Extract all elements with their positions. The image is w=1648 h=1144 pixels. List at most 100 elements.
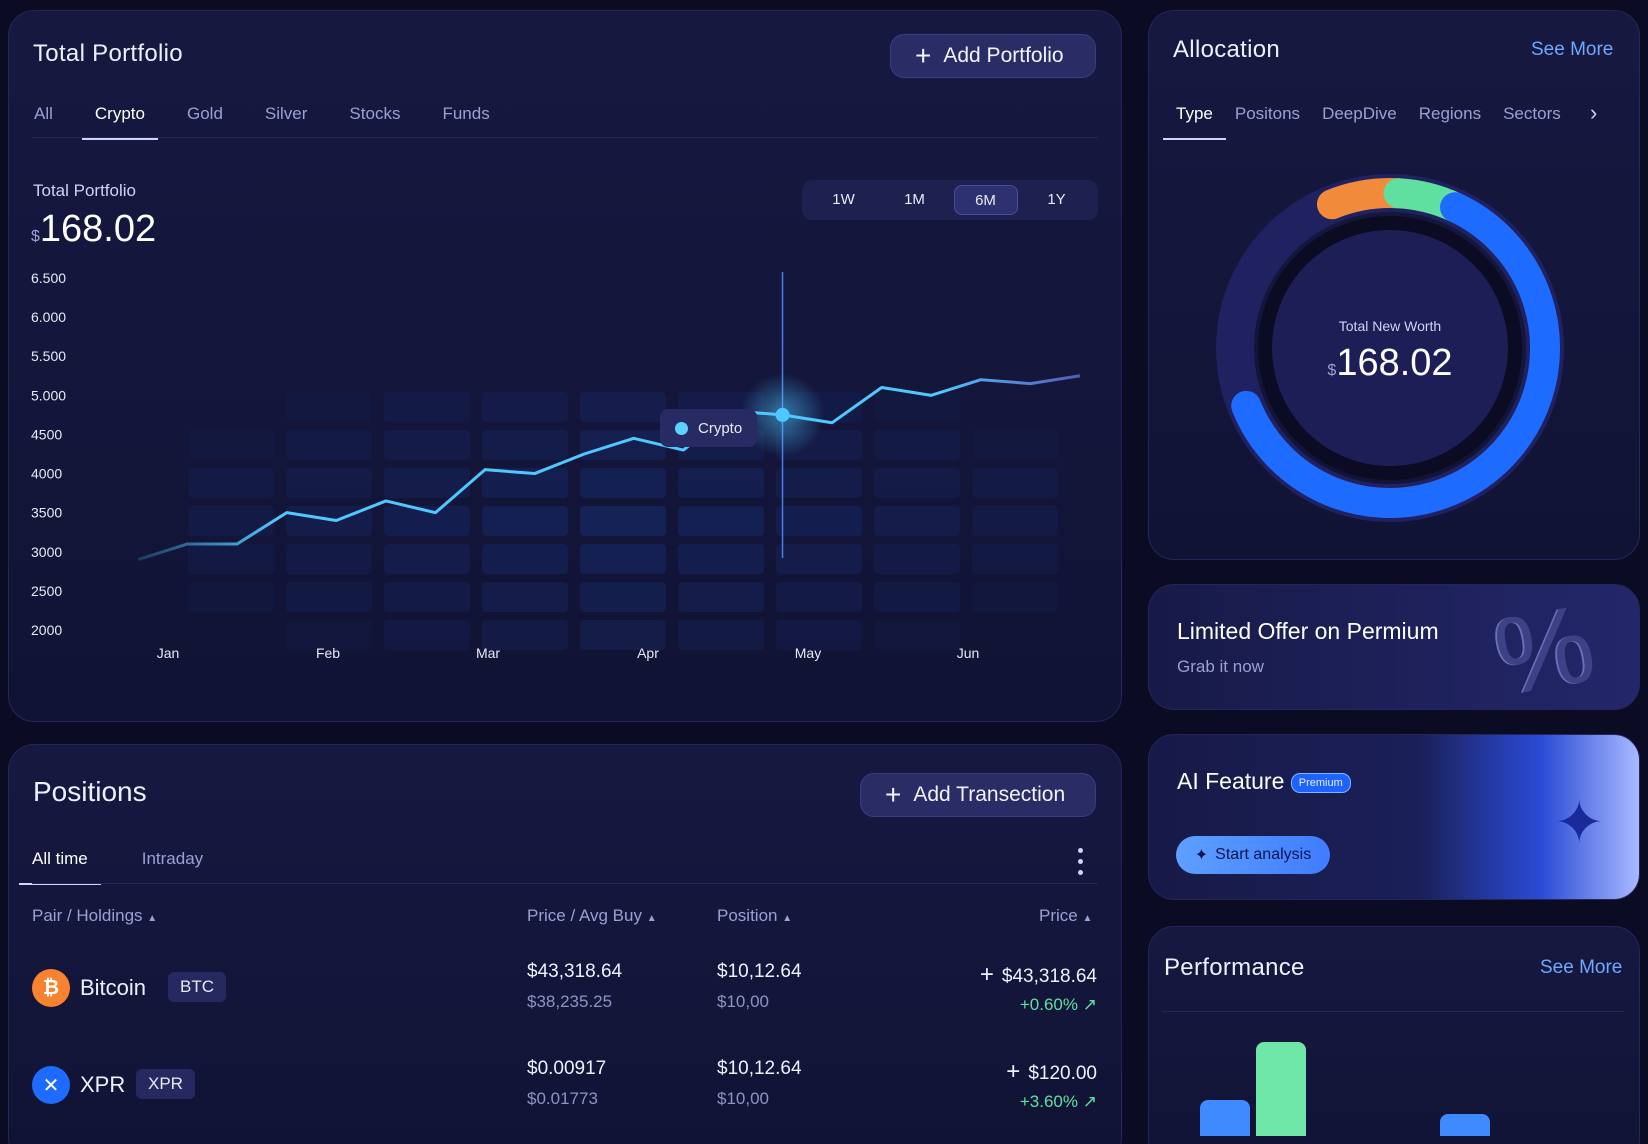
bg-block [580, 506, 666, 536]
highlight-point[interactable] [775, 407, 790, 422]
total-value: + $43,318.64 [980, 961, 1097, 989]
donut-segment[interactable] [1220, 177, 1560, 518]
performance-chart [1200, 1042, 1490, 1136]
trend-up-icon: ↗ [1082, 1092, 1097, 1111]
column-header-price-label: Price [1039, 906, 1078, 925]
bg-block [482, 506, 568, 536]
tab-regions[interactable]: Regions [1418, 104, 1482, 123]
bg-block [874, 468, 960, 498]
column-header-pair-label: Pair / Holdings [32, 906, 143, 925]
tab-stocks[interactable]: Stocks [349, 104, 401, 123]
chevron-right-icon[interactable]: › [1590, 100, 1598, 125]
column-header-position-label: Position [717, 906, 778, 925]
net-worth-amount: 168.02 [1336, 342, 1453, 384]
chart-tooltip: Crypto [660, 409, 758, 447]
tab-gold[interactable]: Gold [186, 104, 223, 123]
tab-positons[interactable]: Positons [1234, 104, 1301, 123]
add-transaction-button[interactable]: + Add Transection [860, 773, 1096, 817]
performance-see-more-link[interactable]: See More [1540, 957, 1623, 978]
range-1y[interactable]: 1Y [1047, 191, 1066, 208]
column-header-position[interactable]: Position ▲ [717, 906, 792, 926]
allocation-see-more-link[interactable]: See More [1531, 39, 1614, 60]
range-1w[interactable]: 1W [832, 191, 855, 208]
bg-block [678, 620, 764, 650]
y-tick-label: 6.500 [31, 270, 66, 286]
tab-crypto[interactable]: Crypto [81, 104, 158, 140]
positions-title: Positions [33, 776, 147, 807]
bg-block [678, 582, 764, 612]
tab-type[interactable]: Type [1163, 104, 1226, 140]
price-value: $0.00917 [527, 1058, 607, 1079]
bg-block [384, 392, 470, 422]
bitcoin-icon: ₿ [32, 969, 70, 1007]
tab-all-time[interactable]: All time [19, 849, 101, 885]
bg-block [874, 544, 960, 574]
bg-block [188, 468, 274, 498]
bg-block [188, 506, 274, 536]
avg-buy-value: $0.01773 [527, 1089, 598, 1108]
add-portfolio-label: Add Portfolio [943, 44, 1064, 67]
range-6m[interactable]: 6M [953, 185, 1018, 215]
bg-block [482, 582, 568, 612]
bg-block [678, 506, 764, 536]
bg-block [188, 430, 274, 460]
bg-block [286, 468, 372, 498]
bg-block [776, 506, 862, 536]
tab-intraday[interactable]: Intraday [141, 849, 204, 868]
x-tick-label: May [795, 645, 821, 661]
positions-tabs-divider [32, 883, 1098, 884]
tab-sectors[interactable]: Sectors [1503, 104, 1561, 123]
x-tick-label: Feb [316, 645, 340, 661]
premium-offer-card[interactable] [1148, 584, 1640, 710]
tab-silver[interactable]: Silver [264, 104, 308, 123]
y-tick-label: 3000 [31, 544, 62, 560]
premium-badge: Premium [1290, 772, 1351, 793]
bg-block [188, 544, 274, 574]
total-value-text: $43,318.64 [1001, 966, 1097, 987]
tab-deepdive[interactable]: DeepDive [1322, 104, 1397, 123]
y-tick-label: 2000 [31, 622, 62, 638]
bg-block [286, 582, 372, 612]
sort-up-icon: ▲ [1082, 913, 1093, 924]
bg-block [580, 392, 666, 422]
range-1m[interactable]: 1M [904, 191, 925, 208]
ai-sparkle-icon: ✦ [1554, 789, 1605, 856]
donut-segment[interactable] [1200, 158, 1580, 538]
bg-block [482, 620, 568, 650]
allocation-donut [1200, 158, 1580, 538]
column-header-pair[interactable]: Pair / Holdings ▲ [32, 906, 157, 926]
column-header-price[interactable]: Price ▲ [1039, 906, 1092, 926]
start-analysis-button[interactable]: ✦ Start analysis [1176, 836, 1330, 874]
start-analysis-label: Start analysis [1215, 846, 1312, 863]
bg-block [580, 468, 666, 498]
performance-bar [1256, 1042, 1306, 1136]
position-sub-value: $10,00 [717, 992, 769, 1011]
bg-block [580, 544, 666, 574]
donut-segment[interactable] [1200, 158, 1580, 538]
tab-funds[interactable]: Funds [442, 104, 490, 123]
bg-block [874, 620, 960, 650]
offer-subtitle: Grab it now [1177, 657, 1264, 676]
sparkles-icon: ✦ [1194, 847, 1209, 864]
bg-block [188, 582, 274, 612]
bg-block [580, 430, 666, 460]
bg-block [580, 582, 666, 612]
net-worth-label: Total New Worth [1338, 318, 1442, 334]
tab-all[interactable]: All [34, 104, 53, 123]
x-tick-label: Jun [957, 645, 980, 661]
bg-block [874, 506, 960, 536]
coin-name: Bitcoin [80, 975, 147, 1000]
performance-bar [1200, 1100, 1250, 1136]
position-value: $10,12.64 [717, 961, 802, 982]
y-tick-label: 5.500 [31, 348, 66, 364]
x-tick-label: Apr [637, 645, 659, 661]
y-tick-label: 5.000 [31, 387, 66, 403]
add-transaction-label: Add Transection [913, 783, 1066, 806]
bg-block [286, 392, 372, 422]
portfolio-title: Total Portfolio [33, 40, 183, 67]
add-portfolio-button[interactable]: + Add Portfolio [890, 34, 1096, 78]
column-header-price-avg[interactable]: Price / Avg Buy ▲ [527, 906, 657, 926]
plus-icon: + [885, 779, 902, 810]
percent-icon: % [1485, 581, 1604, 720]
more-options-icon[interactable] [1078, 848, 1084, 875]
